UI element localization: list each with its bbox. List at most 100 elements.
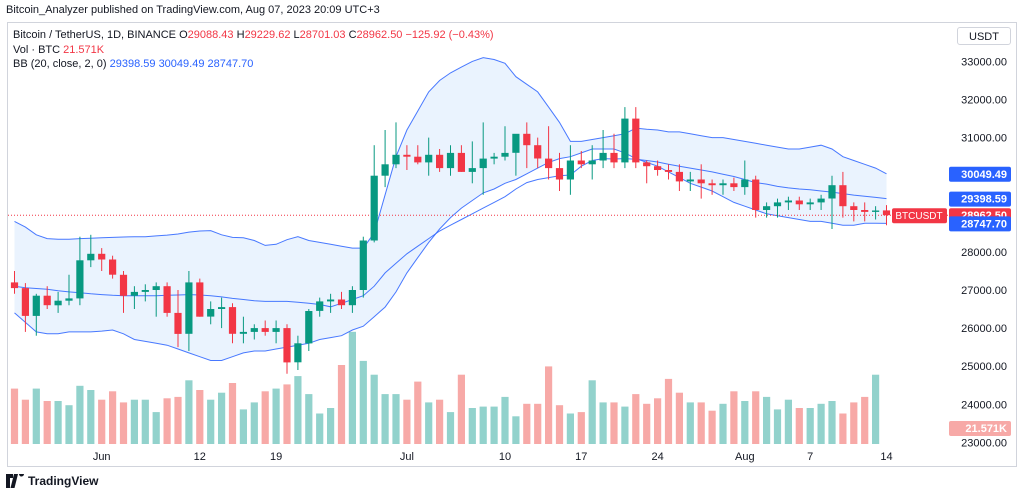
candle bbox=[76, 236, 84, 306]
candle-body bbox=[294, 343, 302, 363]
candle-body bbox=[501, 152, 509, 157]
volume-bar bbox=[283, 384, 291, 444]
volume-bar bbox=[599, 402, 607, 444]
volume-bar bbox=[87, 390, 95, 444]
volume-bar bbox=[348, 331, 356, 444]
volume-bar bbox=[741, 401, 749, 444]
candle bbox=[621, 107, 629, 169]
volume-bar bbox=[305, 394, 313, 444]
volume-bar bbox=[654, 398, 662, 444]
price-tick-label: 24000.00 bbox=[961, 399, 1007, 411]
candle bbox=[207, 301, 215, 325]
candle-body bbox=[163, 286, 171, 313]
volume-bar bbox=[555, 405, 564, 444]
candle-body bbox=[468, 168, 476, 172]
bollinger-legend[interactable]: BB (20, close, 2, 0) 29398.59 30049.49 2… bbox=[13, 57, 494, 72]
candle bbox=[283, 324, 291, 374]
volume-bar bbox=[119, 402, 128, 444]
volume-bar bbox=[294, 376, 302, 444]
price-tick-label: 28000.00 bbox=[961, 247, 1007, 259]
volume-bar bbox=[337, 365, 346, 444]
candle-body bbox=[403, 154, 411, 157]
candle-body bbox=[850, 206, 858, 210]
candle bbox=[872, 206, 880, 220]
candle bbox=[534, 137, 542, 169]
candle-body bbox=[283, 328, 291, 363]
volume-value: 21.571K bbox=[63, 43, 105, 56]
tradingview-footer[interactable]: TradingView bbox=[6, 474, 98, 488]
volume-bar bbox=[381, 394, 389, 444]
volume-bar bbox=[185, 380, 193, 444]
candle-body bbox=[545, 158, 553, 169]
candle-body bbox=[610, 152, 618, 163]
candle-body bbox=[87, 253, 95, 261]
close-value: 28962.50 bbox=[356, 29, 403, 41]
volume-bar bbox=[316, 413, 324, 444]
volume-bar bbox=[828, 401, 836, 444]
time-tick-label: 19 bbox=[270, 451, 282, 463]
tradingview-brand: TradingView bbox=[28, 474, 99, 488]
candle bbox=[185, 271, 193, 351]
candle-body bbox=[763, 206, 771, 210]
candle bbox=[43, 286, 51, 309]
low-label: L bbox=[293, 29, 300, 41]
candle bbox=[599, 130, 607, 169]
candle bbox=[196, 278, 204, 317]
candle-body bbox=[348, 290, 356, 306]
volume-bar bbox=[773, 409, 782, 444]
badge-value: 30049.49 bbox=[961, 169, 1007, 181]
badge-background bbox=[949, 216, 1011, 232]
candle-body bbox=[337, 299, 346, 306]
symbol-label: Bitcoin / TetherUS, 1D, BINANCE bbox=[13, 29, 177, 41]
volume-bar bbox=[403, 399, 411, 444]
candle bbox=[664, 164, 673, 180]
candle bbox=[272, 320, 280, 344]
price-axis[interactable]: 33000.0032000.0031000.0030000.0029000.00… bbox=[961, 56, 1007, 449]
currency-button[interactable]: USDT bbox=[957, 27, 1011, 45]
candle-body bbox=[697, 179, 705, 184]
time-axis[interactable]: Jun 12 19 Jul 10 17 24 Aug 7 14 bbox=[93, 451, 893, 463]
candle bbox=[632, 107, 640, 169]
volume-bar bbox=[523, 403, 531, 444]
candle bbox=[773, 198, 782, 218]
candle-body bbox=[686, 179, 694, 182]
badge-value: 29398.59 bbox=[961, 194, 1007, 206]
candle-body bbox=[675, 171, 683, 182]
tradingview-logo-icon bbox=[6, 474, 24, 488]
volume-price-badge: 21.571K bbox=[949, 421, 1011, 436]
candle-body bbox=[828, 185, 836, 199]
candle bbox=[752, 175, 760, 218]
price-tick-label: 33000.00 bbox=[961, 56, 1007, 68]
volume-bar bbox=[795, 408, 803, 444]
candle-body bbox=[218, 307, 226, 309]
candle-body bbox=[32, 295, 40, 316]
volume-bar bbox=[250, 402, 258, 444]
price-tick-label: 25000.00 bbox=[961, 361, 1007, 373]
volume-bar bbox=[32, 388, 40, 444]
symbol-legend[interactable]: Bitcoin / TetherUS, 1D, BINANCE O29088.4… bbox=[13, 28, 494, 43]
candle bbox=[828, 175, 836, 229]
candle bbox=[763, 202, 771, 218]
candle-body bbox=[490, 156, 498, 159]
volume-label: Vol · BTC bbox=[13, 43, 61, 56]
candle bbox=[337, 291, 346, 309]
candle-body bbox=[861, 210, 869, 212]
open-label: O bbox=[179, 29, 188, 41]
candle-body bbox=[664, 170, 673, 172]
candle-body bbox=[632, 118, 640, 163]
candle bbox=[250, 324, 258, 340]
candle-body bbox=[185, 282, 193, 334]
volume-bar bbox=[632, 394, 640, 444]
upper-price-badge: 30049.49 bbox=[949, 166, 1011, 182]
candle bbox=[730, 177, 738, 191]
volume-bar bbox=[763, 396, 771, 444]
candle-body bbox=[457, 152, 465, 172]
volume-legend[interactable]: Vol · BTC 21.571K bbox=[13, 43, 494, 58]
candle bbox=[327, 293, 335, 313]
volume-bar bbox=[130, 399, 138, 444]
candle-body bbox=[98, 253, 106, 260]
volume-bar bbox=[697, 402, 705, 444]
candle-body bbox=[10, 282, 19, 289]
candle bbox=[98, 248, 106, 271]
